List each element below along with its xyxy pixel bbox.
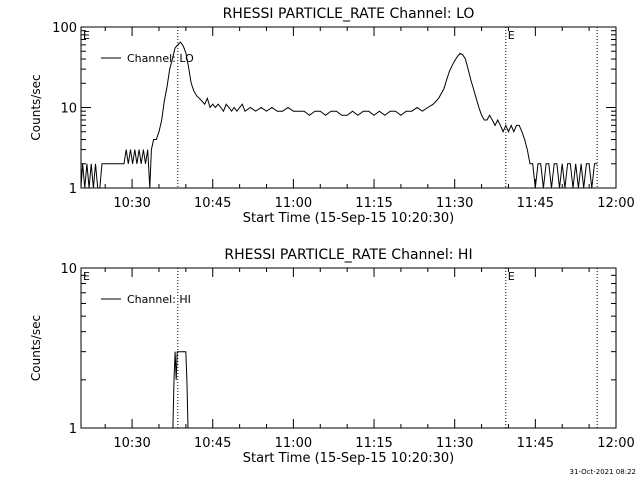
event-marker-label: E	[83, 29, 90, 42]
plot-panel-lo: RHESSI PARTICLE_RATE Channel: LO Counts/s…	[29, 6, 635, 226]
y-axis-label: Counts/sec	[29, 315, 43, 381]
x-tick-label: 11:00	[275, 436, 312, 451]
y-tick-label: 1	[69, 182, 77, 197]
footer-timestamp: 31-Oct-2021 08:22	[570, 468, 636, 476]
x-tick-label: 11:45	[517, 436, 554, 451]
x-tick-label: 11:30	[436, 196, 473, 211]
chart-title: RHESSI PARTICLE_RATE Channel: HI	[224, 247, 472, 263]
legend-label: Channel: LO	[127, 52, 194, 65]
x-tick-label: 11:45	[517, 196, 554, 211]
y-axis-label: Counts/sec	[29, 74, 43, 140]
x-tick-label: 11:30	[436, 436, 473, 451]
x-tick-label: 11:15	[355, 436, 392, 451]
x-tick-label: 10:30	[113, 196, 150, 211]
x-tick-label: 10:45	[194, 436, 231, 451]
legend-label: Channel: HI	[127, 293, 191, 306]
x-tick-label: 11:15	[355, 196, 392, 211]
x-tick-label: 12:00	[597, 436, 634, 451]
plot-panel-hi: RHESSI PARTICLE_RATE Channel: HI Counts/s…	[29, 247, 635, 466]
y-tick-label: 100	[52, 21, 77, 36]
event-marker-label: E	[508, 270, 515, 283]
x-tick-label: 10:45	[194, 196, 231, 211]
y-tick-label: 10	[60, 102, 77, 117]
x-tick-label: 12:00	[597, 196, 634, 211]
series-line	[80, 41, 598, 189]
y-tick-label: 10	[60, 262, 77, 277]
y-tick-label: 1	[69, 422, 77, 437]
chart-title: RHESSI PARTICLE_RATE Channel: LO	[223, 6, 475, 22]
x-axis-label: Start Time (15-Sep-15 10:20:30)	[243, 211, 454, 226]
x-tick-label: 10:30	[113, 436, 150, 451]
x-tick-label: 11:00	[275, 196, 312, 211]
plot-frame	[80, 267, 617, 429]
series-line	[172, 351, 189, 429]
event-marker-label: E	[508, 29, 515, 42]
event-marker-label: E	[83, 270, 90, 283]
x-axis-label: Start Time (15-Sep-15 10:20:30)	[243, 451, 454, 466]
